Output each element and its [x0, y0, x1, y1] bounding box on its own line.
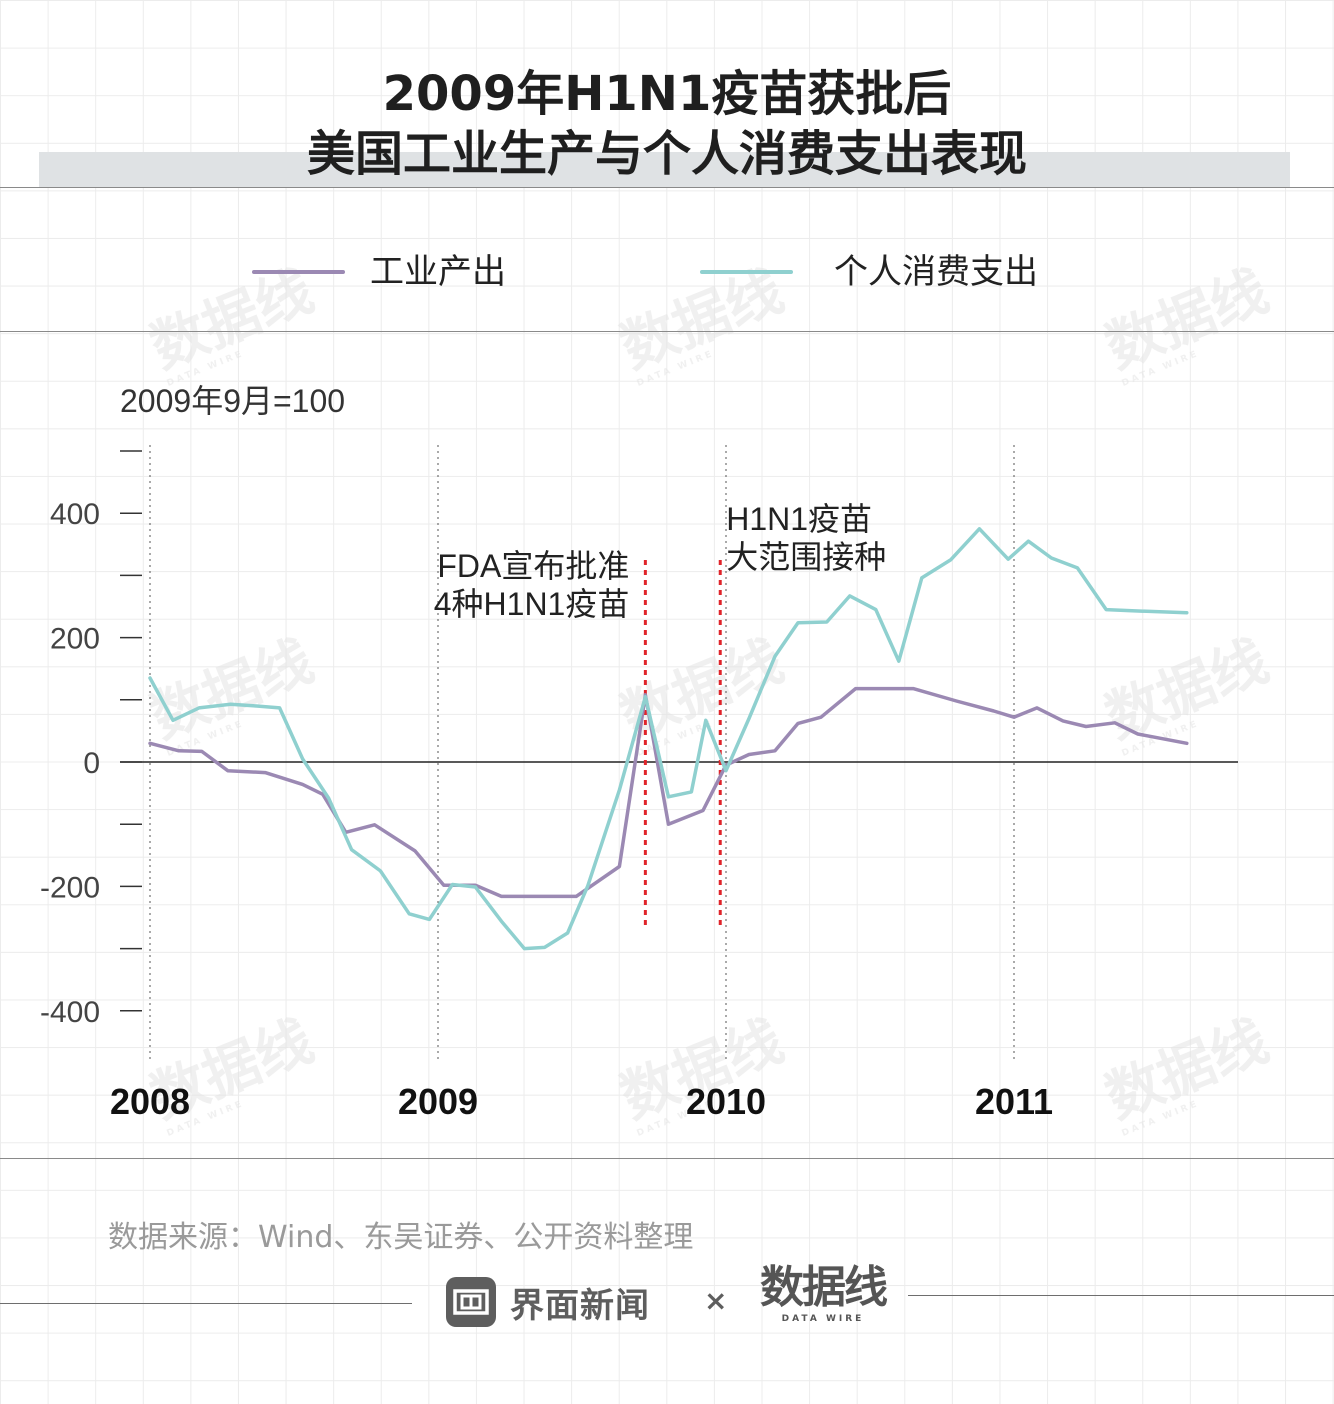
partner-subtitle: DATA WIRE	[781, 1314, 865, 1324]
series-line-consumption	[148, 527, 1189, 951]
title-divider	[0, 187, 1334, 188]
annotation-text: 大范围接种	[726, 539, 886, 575]
legend-label-consumption: 个人消费支出	[834, 252, 1038, 292]
annotation-text: 4种H1N1疫苗	[434, 586, 630, 622]
chart-title: 2009年H1N1疫苗获批后 美国工业生产与个人消费支出表现	[0, 64, 1334, 184]
legend-label-industrial: 工业产出	[370, 252, 506, 292]
partner-name: 数据线	[760, 1262, 888, 1313]
legend-divider	[0, 331, 1334, 332]
data-source: 数据来源：Wind、东吴证券、公开资料整理	[108, 1220, 694, 1255]
y-tick-label: 0	[83, 747, 100, 780]
legend-swatch-consumption	[700, 270, 793, 274]
y-tick-label: -200	[40, 871, 100, 904]
title-line-2: 美国工业生产与个人消费支出表现	[306, 126, 1027, 182]
title-line-1: 2009年H1N1疫苗获批后	[382, 66, 952, 122]
series-line-industrial	[148, 686, 1189, 899]
x-tick-label: 2010	[686, 1081, 766, 1122]
times-symbol: ×	[704, 1284, 728, 1317]
y-tick-label: 200	[50, 623, 100, 656]
brand-logo: 界面新闻	[446, 1276, 650, 1328]
y-axis-unit-label: 2009年9月=100	[120, 383, 345, 419]
brand-name: 界面新闻	[510, 1285, 650, 1326]
x-tick-label: 2011	[975, 1081, 1053, 1122]
footer-divider-left	[0, 1303, 412, 1304]
title-highlight-band	[39, 152, 1290, 188]
footer-divider-right	[908, 1295, 1334, 1296]
x-tick-label: 2009	[398, 1081, 478, 1122]
jiemian-logo-icon	[446, 1277, 496, 1327]
x-tick-label: 2008	[110, 1081, 190, 1122]
y-tick-label: -400	[40, 996, 100, 1029]
annotation-text: H1N1疫苗	[726, 501, 872, 537]
legend-swatch-industrial	[252, 270, 345, 274]
annotation-text: FDA宣布批准	[437, 548, 629, 584]
chart-bottom-divider	[0, 1158, 1334, 1159]
partner-logo: 数据线 DATA WIRE	[760, 1262, 888, 1324]
line-chart: 2009年9月=100 2008 2009 2010 2011 -400 -200 0 200…	[40, 383, 1238, 1122]
y-tick-label: 400	[50, 498, 100, 531]
